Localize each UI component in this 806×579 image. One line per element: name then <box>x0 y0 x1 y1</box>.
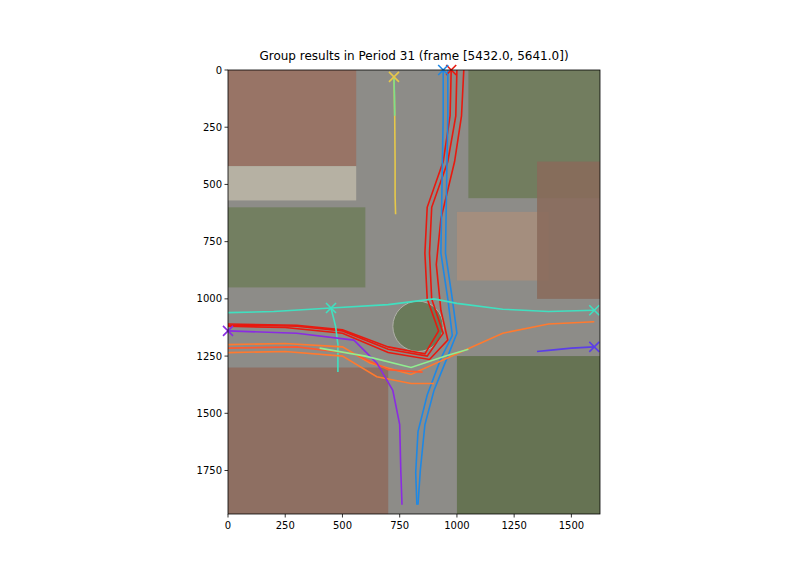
trajectory <box>537 347 594 352</box>
y-tick-label: 1250 <box>197 351 222 362</box>
title: Group results in Period 31 (frame [5432.… <box>259 49 568 63</box>
x-tick <box>228 514 229 518</box>
chart: 0 250 500 750 1000 1250 1500 0 250 500 750 1000 1250… <box>0 0 806 579</box>
x-tick <box>571 514 572 518</box>
trajectory <box>418 70 457 505</box>
trajectory <box>394 77 396 214</box>
trajectory <box>416 70 453 505</box>
trajectory <box>320 348 469 367</box>
x-tick <box>342 514 343 518</box>
map-block <box>228 70 356 166</box>
x-tick-label: 1250 <box>501 520 526 531</box>
trajectory <box>228 299 594 313</box>
x-tick-label: 500 <box>333 520 352 531</box>
y-tick <box>225 241 229 242</box>
trajectory <box>228 70 457 356</box>
x-tick <box>514 514 515 518</box>
map-block <box>457 212 549 281</box>
x-tick-label: 250 <box>276 520 295 531</box>
y-tick <box>225 298 229 299</box>
background <box>228 70 600 514</box>
y-tick-label: 500 <box>203 179 222 190</box>
start-marker <box>589 305 599 315</box>
start-marker <box>326 303 336 313</box>
map-block <box>457 356 600 514</box>
map-block <box>228 368 388 514</box>
y-tick-label: 250 <box>203 122 222 133</box>
start-marker <box>589 342 599 352</box>
trajectory <box>228 70 464 360</box>
trajectory <box>393 77 395 116</box>
trajectory <box>331 308 338 372</box>
y-tick-label: 750 <box>203 236 222 247</box>
frame <box>228 70 600 514</box>
y-tick <box>225 356 229 357</box>
trajectory <box>228 331 402 505</box>
x-tick <box>456 514 457 518</box>
x-tick-label: 1000 <box>444 520 469 531</box>
trajectory <box>228 322 594 375</box>
x-tick <box>399 514 400 518</box>
trajectories <box>228 70 594 505</box>
y-tick-label: 1500 <box>197 408 222 419</box>
x-tick-label: 750 <box>390 520 409 531</box>
x-tick-label: 0 <box>225 520 231 531</box>
x-tick <box>285 514 286 518</box>
map-block <box>228 207 365 287</box>
y-tick-label: 1750 <box>197 465 222 476</box>
ground <box>228 70 600 514</box>
y-tick <box>225 70 229 71</box>
trajectory <box>228 352 434 384</box>
y-tick <box>225 413 229 414</box>
y-tick-label: 0 <box>216 65 222 76</box>
map-block <box>228 166 356 200</box>
y-tick <box>225 127 229 128</box>
y-tick <box>225 470 229 471</box>
trajectory <box>228 347 423 372</box>
x-tick-label: 1500 <box>559 520 584 531</box>
y-tick <box>225 184 229 185</box>
y-tick-label: 1000 <box>197 293 222 304</box>
map-block <box>537 162 600 299</box>
start-marker <box>389 72 399 82</box>
